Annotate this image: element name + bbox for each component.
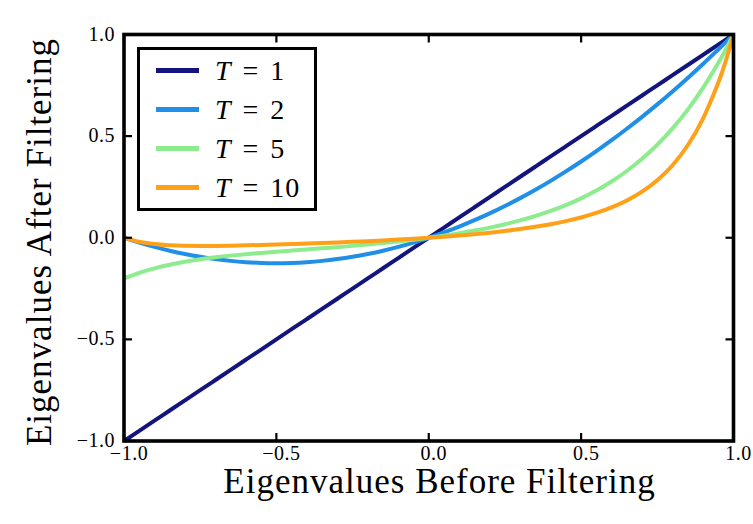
y-tick-label: 1.0	[89, 23, 116, 45]
y-tick-label: 0.5	[89, 124, 116, 146]
legend-line-swatch	[156, 107, 199, 112]
legend-item: T = 10	[140, 168, 314, 207]
x-tick-label: −1.0	[110, 442, 148, 464]
legend-label: T = 2	[215, 96, 285, 124]
legend-item: T = 5	[140, 129, 314, 168]
legend-line-swatch	[156, 185, 199, 190]
x-tick-label: 1.0	[725, 442, 752, 464]
legend-line-swatch	[156, 146, 199, 151]
legend-line-swatch	[156, 68, 199, 73]
y-axis-title: Eigenvalues After Filtering	[22, 12, 58, 472]
x-axis-title: Eigenvalues Before Filtering	[136, 465, 743, 498]
plot-area: −1.0−0.50.00.51.0−1.0−0.50.00.51.0	[0, 0, 753, 524]
y-tick-label: −0.5	[77, 327, 115, 349]
legend-item: T = 1	[140, 51, 314, 90]
figure: −1.0−0.50.00.51.0−1.0−0.50.00.51.0 Eigen…	[0, 0, 753, 524]
y-tick-label: −1.0	[77, 429, 115, 451]
y-tick-label: 0.0	[89, 226, 116, 248]
legend-label: T = 1	[215, 57, 285, 85]
legend-label: T = 5	[215, 135, 285, 163]
legend: T = 1 T = 2 T = 5 T = 10	[137, 47, 317, 211]
legend-item: T = 2	[140, 90, 314, 129]
legend-label: T = 10	[215, 174, 300, 202]
